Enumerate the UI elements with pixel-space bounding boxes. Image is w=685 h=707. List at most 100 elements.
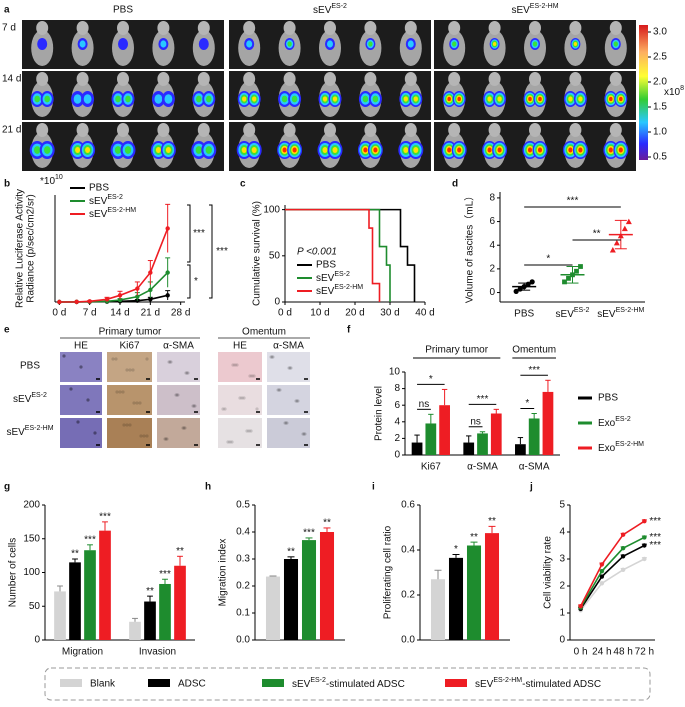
mouse-head bbox=[404, 123, 417, 137]
marker bbox=[148, 287, 153, 293]
annotation: P <0.001 bbox=[297, 247, 337, 258]
significance: ** bbox=[146, 586, 154, 597]
mouse-head bbox=[243, 123, 256, 137]
y-axis-label: Number of cells bbox=[8, 538, 19, 607]
signal bbox=[372, 95, 379, 103]
series-line bbox=[579, 558, 645, 611]
bar bbox=[144, 601, 156, 640]
y-tick-label: 0.6 bbox=[401, 500, 415, 511]
significance: *** bbox=[649, 540, 661, 551]
y-tick-label: 0 bbox=[34, 635, 40, 646]
y-tick-label: 0 bbox=[559, 635, 565, 646]
texture bbox=[164, 437, 168, 441]
signal bbox=[124, 146, 132, 154]
mouse-head bbox=[243, 21, 256, 35]
significance: ** bbox=[323, 518, 331, 529]
texture bbox=[139, 434, 143, 438]
mouse-head bbox=[157, 72, 170, 86]
scale-note: *1010 bbox=[40, 174, 63, 186]
bar bbox=[439, 405, 450, 455]
texture bbox=[86, 398, 90, 402]
mouse-head bbox=[364, 21, 377, 35]
y-tick-label: 2 bbox=[559, 581, 565, 592]
signal bbox=[292, 147, 297, 153]
significance: *** bbox=[649, 516, 661, 527]
signal bbox=[487, 96, 492, 102]
signal bbox=[291, 95, 298, 103]
panel-label: d bbox=[452, 179, 458, 190]
texture bbox=[248, 374, 252, 378]
mouse-head bbox=[197, 72, 210, 86]
signal bbox=[538, 96, 542, 102]
text-part: -stimulated ADSC bbox=[522, 679, 601, 690]
mouse-head bbox=[76, 123, 89, 137]
signal bbox=[578, 96, 583, 102]
significance: *** bbox=[216, 246, 228, 257]
y-tick-label: 200 bbox=[23, 500, 40, 511]
point bbox=[529, 279, 535, 285]
signal bbox=[165, 147, 171, 153]
texture bbox=[181, 426, 185, 430]
marker bbox=[599, 568, 605, 574]
y-axis-label: Migration index bbox=[218, 539, 229, 607]
y-tick-label: 8 bbox=[489, 193, 495, 204]
y-tick-label: 2 bbox=[394, 433, 400, 444]
signal bbox=[246, 40, 253, 48]
texture bbox=[184, 371, 188, 375]
texture bbox=[122, 423, 126, 427]
texture bbox=[121, 390, 125, 394]
signal bbox=[362, 95, 369, 103]
text-part: ES-2-HM bbox=[493, 677, 522, 684]
significance: * bbox=[546, 254, 550, 265]
signal bbox=[332, 96, 338, 102]
series-line bbox=[285, 208, 381, 302]
marker bbox=[135, 294, 140, 299]
x-tick-label: 7 d bbox=[83, 308, 97, 319]
significance: * bbox=[194, 276, 198, 287]
point bbox=[625, 218, 632, 225]
y-tick-label: 0.4 bbox=[401, 545, 415, 556]
histology-image bbox=[107, 418, 152, 448]
signal bbox=[206, 95, 212, 103]
bar bbox=[528, 418, 540, 455]
texture bbox=[294, 399, 298, 403]
point bbox=[613, 239, 620, 246]
signal bbox=[155, 147, 161, 153]
texture bbox=[138, 401, 142, 405]
texture bbox=[128, 423, 132, 427]
legend-label: sEVES-2-HM bbox=[89, 207, 136, 219]
y-tick-label: 0.0 bbox=[401, 635, 415, 646]
y-tick-label: 0.4 bbox=[236, 527, 250, 538]
y-tick-label: 4 bbox=[559, 527, 565, 538]
signal bbox=[33, 146, 41, 154]
signal bbox=[282, 147, 287, 153]
text-part: sEV bbox=[316, 286, 335, 297]
texture bbox=[270, 355, 274, 359]
texture bbox=[163, 437, 167, 441]
bar bbox=[484, 533, 500, 640]
y-tick-label: 0.5 bbox=[236, 500, 250, 511]
text-part: sEV bbox=[313, 5, 332, 16]
significance: ** bbox=[71, 549, 79, 560]
histology-image bbox=[107, 385, 152, 415]
legend-label: sEVES-2 bbox=[89, 194, 123, 206]
texture bbox=[185, 371, 189, 375]
legend-label: sEVES-2-HM-stimulated ADSC bbox=[475, 677, 601, 689]
legend-swatch bbox=[148, 679, 170, 687]
texture bbox=[269, 355, 273, 359]
legend-label: sEVES-2-HM bbox=[316, 284, 363, 296]
mouse-head bbox=[448, 21, 461, 35]
text-part: sEV bbox=[597, 309, 616, 320]
y-tick-label: 4 bbox=[489, 240, 495, 251]
texture bbox=[169, 360, 173, 364]
signal bbox=[568, 147, 573, 153]
colorbar bbox=[639, 25, 648, 160]
texture bbox=[231, 363, 235, 367]
panel-label: j bbox=[529, 482, 533, 493]
y-tick-label: 100 bbox=[263, 204, 280, 215]
texture bbox=[93, 431, 97, 435]
text-part: -stimulated ADSC bbox=[326, 679, 405, 690]
texture bbox=[62, 354, 66, 358]
bar bbox=[129, 621, 141, 640]
x-tick-label: 10 d bbox=[310, 308, 329, 319]
